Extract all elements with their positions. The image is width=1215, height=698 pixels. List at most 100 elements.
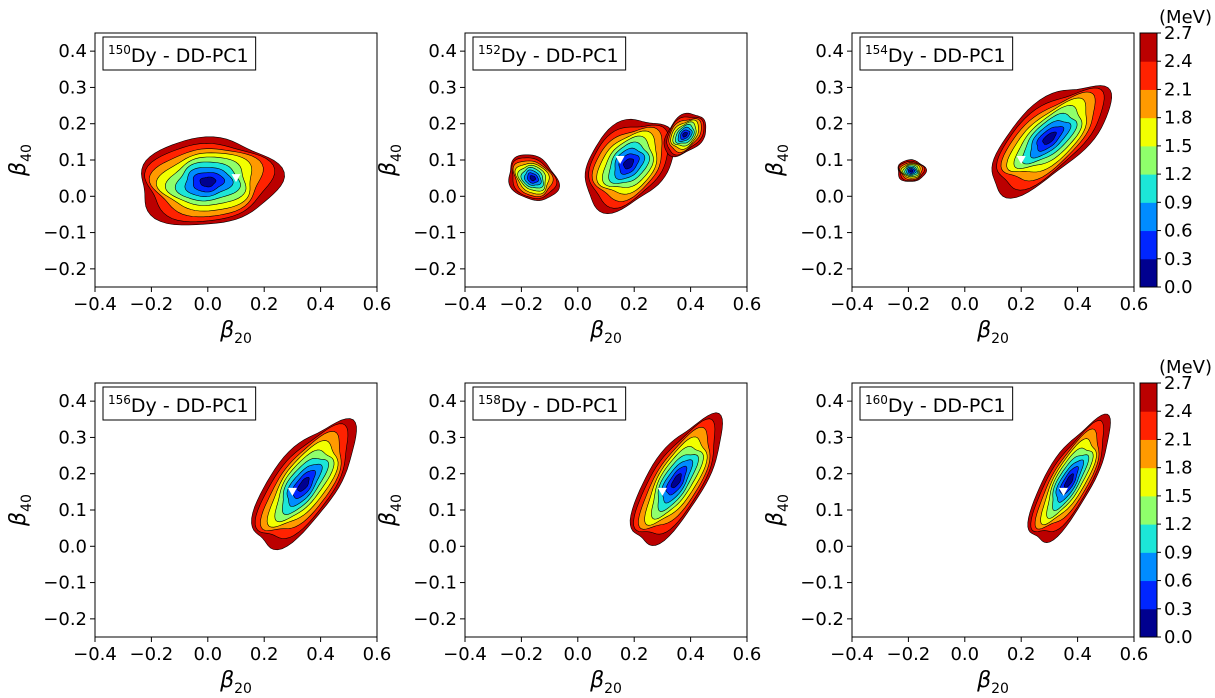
x-tick-label: −0.4 bbox=[73, 644, 117, 665]
panel-label: 152Dy - DD-PC1 bbox=[478, 43, 619, 67]
y-tick-label: 0.2 bbox=[815, 464, 844, 485]
x-tick-label: 0.2 bbox=[1007, 644, 1036, 665]
colorbar-frame bbox=[1139, 382, 1158, 638]
contour-band bbox=[623, 158, 635, 170]
y-axis-label: β40 bbox=[376, 144, 405, 177]
x-tick-label: −0.4 bbox=[830, 294, 874, 315]
x-axis-label: β20 bbox=[219, 318, 252, 347]
contour-band bbox=[1042, 131, 1057, 145]
x-tick-label: 0.4 bbox=[676, 644, 705, 665]
y-axis-label: β40 bbox=[6, 494, 35, 527]
colorbar-segment bbox=[1140, 467, 1157, 497]
colorbar-tick-label: 1.2 bbox=[1164, 514, 1193, 535]
x-axis-label: β20 bbox=[589, 668, 622, 697]
plot-frame bbox=[94, 382, 378, 638]
panel-label: 154Dy - DD-PC1 bbox=[865, 43, 1006, 67]
y-tick-label: 0.3 bbox=[58, 77, 87, 98]
contour-band bbox=[199, 176, 217, 188]
contour-panel-2: −0.4 −0.2 0.0 0.2 0.4 0.6 −0.2 −0.1 0.0 0.1 0.2 0.3… bbox=[376, 32, 761, 347]
x-tick-label: 0.4 bbox=[306, 644, 335, 665]
y-tick-label: 0.0 bbox=[428, 536, 457, 557]
minimum-marker bbox=[231, 174, 241, 183]
x-tick-label: −0.4 bbox=[73, 294, 117, 315]
panel-label: 160Dy - DD-PC1 bbox=[865, 393, 1006, 417]
colorbar-segment bbox=[1140, 383, 1157, 412]
y-tick-label: 0.3 bbox=[428, 77, 457, 98]
minimum-marker bbox=[657, 487, 667, 496]
y-tick-label: 0.4 bbox=[58, 41, 87, 62]
colorbar-tick-label: 1.5 bbox=[1164, 136, 1193, 157]
x-tick-label: −0.2 bbox=[130, 294, 174, 315]
energy-field bbox=[629, 412, 723, 546]
colorbar-segment bbox=[1140, 117, 1157, 147]
x-tick-label: 0.6 bbox=[733, 644, 762, 665]
x-tick-label: 0.2 bbox=[250, 644, 279, 665]
x-tick-label: 0.0 bbox=[193, 644, 222, 665]
colorbar-1: 0.0 0.3 0.6 0.9 1.2 1.5 1.8 2.1 2.4 2.7(MeV) bbox=[1139, 7, 1212, 298]
y-tick-label: 0.1 bbox=[815, 500, 844, 521]
x-tick-label: 0.2 bbox=[620, 294, 649, 315]
colorbar-segment bbox=[1140, 174, 1157, 203]
colorbar-segment bbox=[1140, 89, 1157, 119]
colorbar-frame bbox=[1139, 32, 1158, 288]
x-tick-label: 0.0 bbox=[563, 294, 592, 315]
energy-field bbox=[1027, 413, 1111, 544]
panel-label: 156Dy - DD-PC1 bbox=[108, 393, 249, 417]
colorbar-tick-label: 2.4 bbox=[1164, 51, 1193, 72]
contour-band bbox=[682, 132, 688, 138]
y-tick-label: 0.2 bbox=[428, 114, 457, 135]
x-tick-label: −0.2 bbox=[887, 294, 931, 315]
colorbar-tick-label: 2.4 bbox=[1164, 401, 1193, 422]
x-tick-label: −0.2 bbox=[887, 644, 931, 665]
colorbar-tick-label: 1.8 bbox=[1164, 458, 1193, 479]
y-tick-label: 0.3 bbox=[428, 427, 457, 448]
y-axis-label: β40 bbox=[376, 494, 405, 527]
y-tick-label: 0.3 bbox=[58, 427, 87, 448]
x-axis-label: β20 bbox=[219, 668, 252, 697]
colorbar-segment bbox=[1140, 61, 1157, 90]
x-tick-label: 0.6 bbox=[1120, 294, 1149, 315]
y-tick-label: −0.2 bbox=[413, 259, 457, 280]
contour-band bbox=[297, 476, 310, 492]
x-tick-label: 0.4 bbox=[1063, 294, 1092, 315]
y-tick-label: −0.2 bbox=[43, 609, 87, 630]
y-tick-label: 0.1 bbox=[58, 150, 87, 171]
y-axis-label: β40 bbox=[763, 144, 792, 177]
colorbar-tick-label: 0.0 bbox=[1164, 627, 1193, 648]
energy-field bbox=[508, 112, 707, 215]
panel-label-box bbox=[472, 386, 627, 421]
colorbar-segment bbox=[1140, 495, 1157, 525]
x-tick-label: 0.0 bbox=[950, 644, 979, 665]
y-tick-label: −0.1 bbox=[43, 223, 87, 244]
panel-label-box bbox=[102, 36, 257, 71]
x-tick-label: 0.6 bbox=[1120, 644, 1149, 665]
panel-label: 158Dy - DD-PC1 bbox=[478, 393, 619, 417]
colorbar-tick-label: 0.9 bbox=[1164, 542, 1193, 563]
colorbar-tick-label: 0.3 bbox=[1164, 249, 1193, 270]
y-tick-label: 0.1 bbox=[58, 500, 87, 521]
minimum-marker bbox=[287, 487, 297, 496]
y-axis-label: β40 bbox=[763, 494, 792, 527]
x-tick-label: −0.4 bbox=[443, 294, 487, 315]
colorbar-segment bbox=[1140, 145, 1157, 175]
colorbar-segment bbox=[1140, 524, 1157, 553]
x-axis-label: β20 bbox=[976, 668, 1009, 697]
y-axis-label: β40 bbox=[6, 144, 35, 177]
y-tick-label: 0.2 bbox=[58, 464, 87, 485]
colorbar-tick-label: 1.8 bbox=[1164, 108, 1193, 129]
colorbar-2: 0.0 0.3 0.6 0.9 1.2 1.5 1.8 2.1 2.4 2.7(MeV) bbox=[1139, 357, 1212, 648]
minimum-marker bbox=[615, 156, 625, 164]
contour-band bbox=[909, 169, 914, 173]
x-tick-label: 0.2 bbox=[620, 644, 649, 665]
y-tick-label: 0.2 bbox=[428, 464, 457, 485]
x-tick-label: 0.4 bbox=[306, 294, 335, 315]
x-tick-label: 0.2 bbox=[1007, 294, 1036, 315]
panel-label: 150Dy - DD-PC1 bbox=[108, 43, 249, 67]
y-tick-label: 0.2 bbox=[815, 114, 844, 135]
panel-label-box bbox=[859, 386, 1014, 421]
y-tick-label: 0.0 bbox=[815, 536, 844, 557]
contour-band bbox=[529, 175, 536, 182]
y-tick-label: −0.1 bbox=[43, 573, 87, 594]
colorbar-segment bbox=[1140, 202, 1157, 232]
x-tick-label: −0.2 bbox=[500, 644, 544, 665]
